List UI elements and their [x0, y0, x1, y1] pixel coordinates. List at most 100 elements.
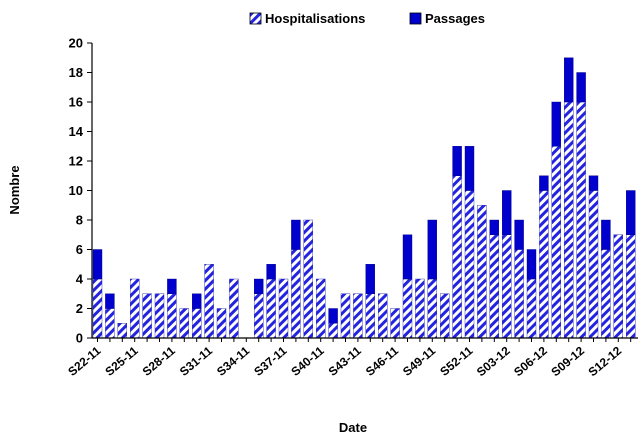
bar-hospitalisations	[576, 101, 586, 339]
bar-passages	[588, 175, 599, 191]
y-tick-label: 12	[69, 154, 83, 169]
bar-hospitalisations	[402, 278, 413, 339]
bar-hospitalisations	[514, 249, 524, 339]
bar-hospitalisations	[539, 190, 549, 339]
bar-hospitalisations	[353, 293, 363, 339]
bar-hospitalisations	[427, 278, 437, 339]
bar-hospitalisations	[390, 308, 400, 339]
y-tick-label: 0	[76, 331, 83, 346]
x-tick-label: S52-11	[437, 343, 475, 378]
bar-passages	[489, 219, 499, 235]
x-tick-label: S46-11	[363, 343, 401, 378]
bar-passages	[564, 57, 574, 103]
bar-passages	[626, 190, 636, 235]
x-tick-label: S25-11	[102, 343, 140, 378]
bar-hospitalisations	[191, 308, 202, 339]
bar-passages	[502, 190, 512, 235]
y-axis: 0 2 4 6 8 10 12 14 16 18 20	[69, 36, 92, 346]
bar-hospitalisations	[340, 293, 351, 339]
bar-hospitalisations	[291, 249, 301, 339]
bar-passages	[539, 175, 549, 191]
x-axis: S22-11 S25-11 S28-11 S31-11 S34-11 S37-11 S40-…	[65, 338, 632, 379]
bar-hospitalisations	[229, 278, 239, 339]
bar-passages	[291, 219, 301, 250]
legend-swatch-passages	[409, 12, 422, 25]
bar-hospitalisations	[216, 308, 227, 339]
bar-passages	[191, 293, 202, 309]
bar-hospitalisations	[588, 190, 599, 339]
bar-passages	[92, 249, 103, 280]
bar-passages	[105, 293, 115, 309]
bar-hospitalisations	[92, 278, 103, 339]
legend: Hospitalisations Passages	[249, 11, 485, 26]
bar-hospitalisations	[502, 234, 512, 339]
x-tick-label: S43-11	[326, 343, 364, 378]
bar-hospitalisations	[179, 308, 190, 339]
y-tick-label: 16	[69, 95, 83, 110]
bar-hospitalisations	[253, 293, 264, 339]
y-tick-label: 6	[76, 242, 83, 257]
bar-hospitalisations	[117, 323, 128, 339]
bar-passages	[514, 219, 524, 250]
legend-label-hospitalisations: Hospitalisations	[265, 11, 365, 26]
bar-hospitalisations	[204, 264, 214, 339]
y-axis-title: Nombre	[7, 165, 22, 214]
bar-passages	[551, 101, 561, 147]
bar-hospitalisations	[551, 146, 561, 339]
x-tick-label: S12-12	[586, 343, 625, 379]
x-tick-label: S40-11	[288, 343, 326, 378]
bar-hospitalisations	[278, 278, 289, 339]
y-tick-label: 10	[69, 183, 83, 198]
bar-hospitalisations	[613, 234, 623, 339]
x-tick-label: S49-11	[400, 343, 438, 378]
bar-passages	[427, 219, 437, 280]
bar-passages	[526, 249, 537, 280]
y-tick-label: 20	[69, 36, 83, 51]
bar-hospitalisations	[154, 293, 165, 339]
x-tick-label: S03-12	[474, 343, 513, 379]
y-tick-label: 4	[76, 272, 84, 287]
x-tick-label: S37-11	[251, 343, 289, 378]
bars	[92, 57, 636, 339]
bar-hospitalisations	[328, 323, 338, 339]
y-tick-label: 8	[76, 213, 83, 228]
x-axis-title: Date	[339, 420, 367, 435]
bar-hospitalisations	[378, 293, 388, 339]
x-tick-label: S34-11	[214, 343, 252, 378]
bar-passages	[253, 278, 264, 294]
bar-hospitalisations	[477, 205, 487, 339]
x-tick-label: S09-12	[548, 343, 587, 379]
bar-passages	[365, 264, 375, 294]
bar-hospitalisations	[167, 293, 177, 339]
bar-hospitalisations	[526, 278, 537, 339]
x-tick-label: S28-11	[140, 343, 178, 378]
legend-swatch-hospitalisations	[249, 12, 262, 25]
bar-passages	[452, 146, 462, 176]
bar-hospitalisations	[440, 293, 450, 339]
bar-passages	[601, 219, 611, 250]
bar-hospitalisations	[464, 190, 475, 339]
bar-passages	[402, 234, 413, 280]
bar-hospitalisations	[601, 249, 611, 339]
y-tick-label: 2	[76, 301, 83, 316]
x-tick-label: S22-11	[65, 343, 103, 378]
bar-hospitalisations	[452, 175, 462, 339]
bar-hospitalisations	[129, 278, 140, 339]
axes	[91, 43, 638, 339]
legend-label-passages: Passages	[425, 11, 485, 26]
y-tick-label: 14	[69, 124, 84, 139]
bar-passages	[576, 72, 586, 103]
bar-hospitalisations	[105, 308, 115, 339]
bar-hospitalisations	[303, 219, 313, 339]
x-tick-label: S31-11	[177, 343, 215, 378]
bar-hospitalisations	[266, 278, 276, 339]
bar-hospitalisations	[365, 293, 375, 339]
bar-hospitalisations	[489, 234, 499, 339]
bar-passages	[328, 308, 338, 324]
bar-passages	[266, 264, 276, 280]
bar-hospitalisations	[316, 278, 326, 339]
bar-hospitalisations	[626, 234, 636, 339]
bar-hospitalisations	[142, 293, 152, 339]
